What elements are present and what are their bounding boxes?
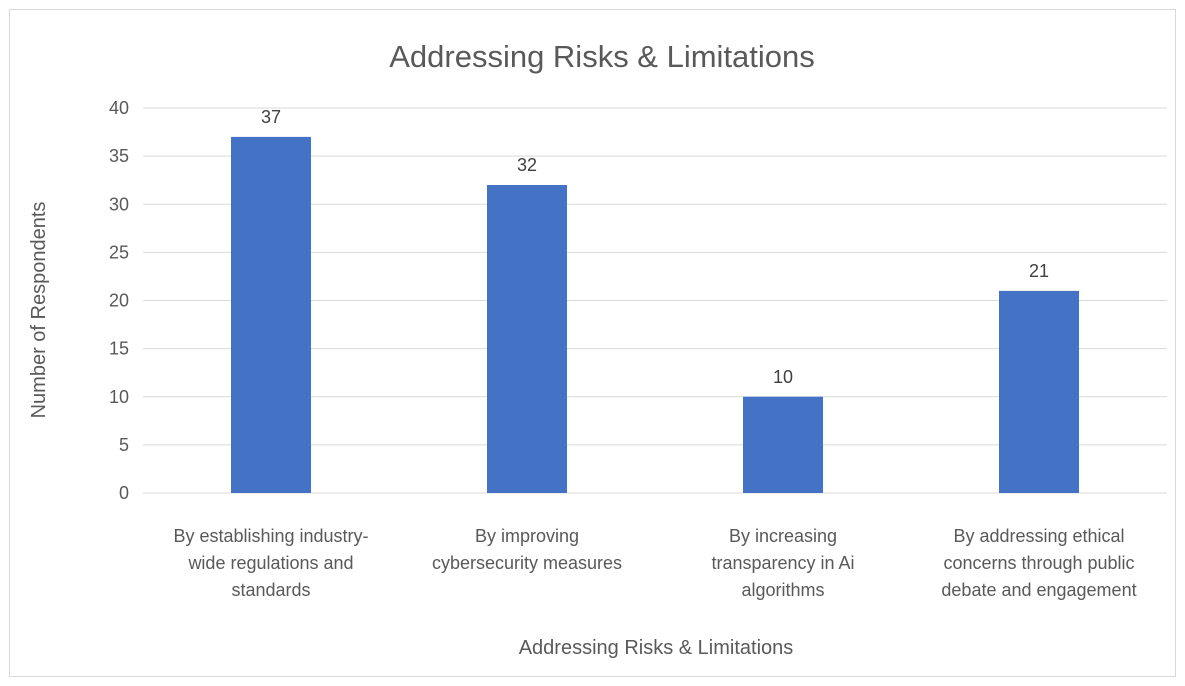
y-tick-label: 40 [109,98,129,118]
data-label: 10 [773,367,793,387]
data-label: 32 [517,155,537,175]
bar [487,185,567,493]
bar [999,290,1079,493]
x-category-label: By improving cybersecurity measures [432,526,622,573]
x-category-label-line: wide regulations and [187,553,353,573]
chart-container: Addressing Risks & Limitations 0 5 10 15 20 2… [9,9,1176,677]
y-axis-ticks: 0 5 10 15 20 25 30 35 40 [109,98,129,503]
data-label: 37 [261,107,281,127]
bar [231,136,311,493]
x-category-label-line: By improving [475,526,579,546]
x-category-label-line: By increasing [729,526,837,546]
x-category-label-line: concerns through public [943,553,1134,573]
y-tick-label: 30 [109,194,129,214]
bar-chart: Addressing Risks & Limitations 0 5 10 15 20 2… [28,39,1167,659]
y-axis-title: Number of Respondents [28,202,50,419]
y-tick-label: 0 [119,483,129,503]
y-tick-label: 35 [109,146,129,166]
x-category-label-line: By establishing industry- [173,526,368,546]
bar [743,396,823,493]
x-category-label: By increasing transparency in Ai algorithm… [711,526,854,600]
x-axis-categories: By establishing industry-wide regulation… [173,526,1136,600]
x-category-label-line: standards [231,580,310,600]
x-category-label-line: algorithms [741,580,824,600]
x-category-label-line: transparency in Ai [711,553,854,573]
x-category-label-line: debate and engagement [941,580,1136,600]
chart-title: Addressing Risks & Limitations [389,39,815,74]
data-labels: 37 32 10 21 [261,107,1049,387]
y-tick-label: 5 [119,435,129,455]
y-tick-label: 20 [109,291,129,311]
y-tick-label: 10 [109,387,129,407]
x-category-label-line: cybersecurity measures [432,553,622,573]
x-axis-title: Addressing Risks & Limitations [519,637,794,659]
x-category-label-line: By addressing ethical [953,526,1124,546]
y-tick-label: 25 [109,242,129,262]
bars [231,136,1079,493]
gridlines [143,107,1167,494]
x-category-label: By addressing ethical concerns through pu… [941,526,1136,600]
data-label: 21 [1029,261,1049,281]
x-category-label: By establishing industry-wide regulation… [173,526,368,600]
y-tick-label: 15 [109,339,129,359]
